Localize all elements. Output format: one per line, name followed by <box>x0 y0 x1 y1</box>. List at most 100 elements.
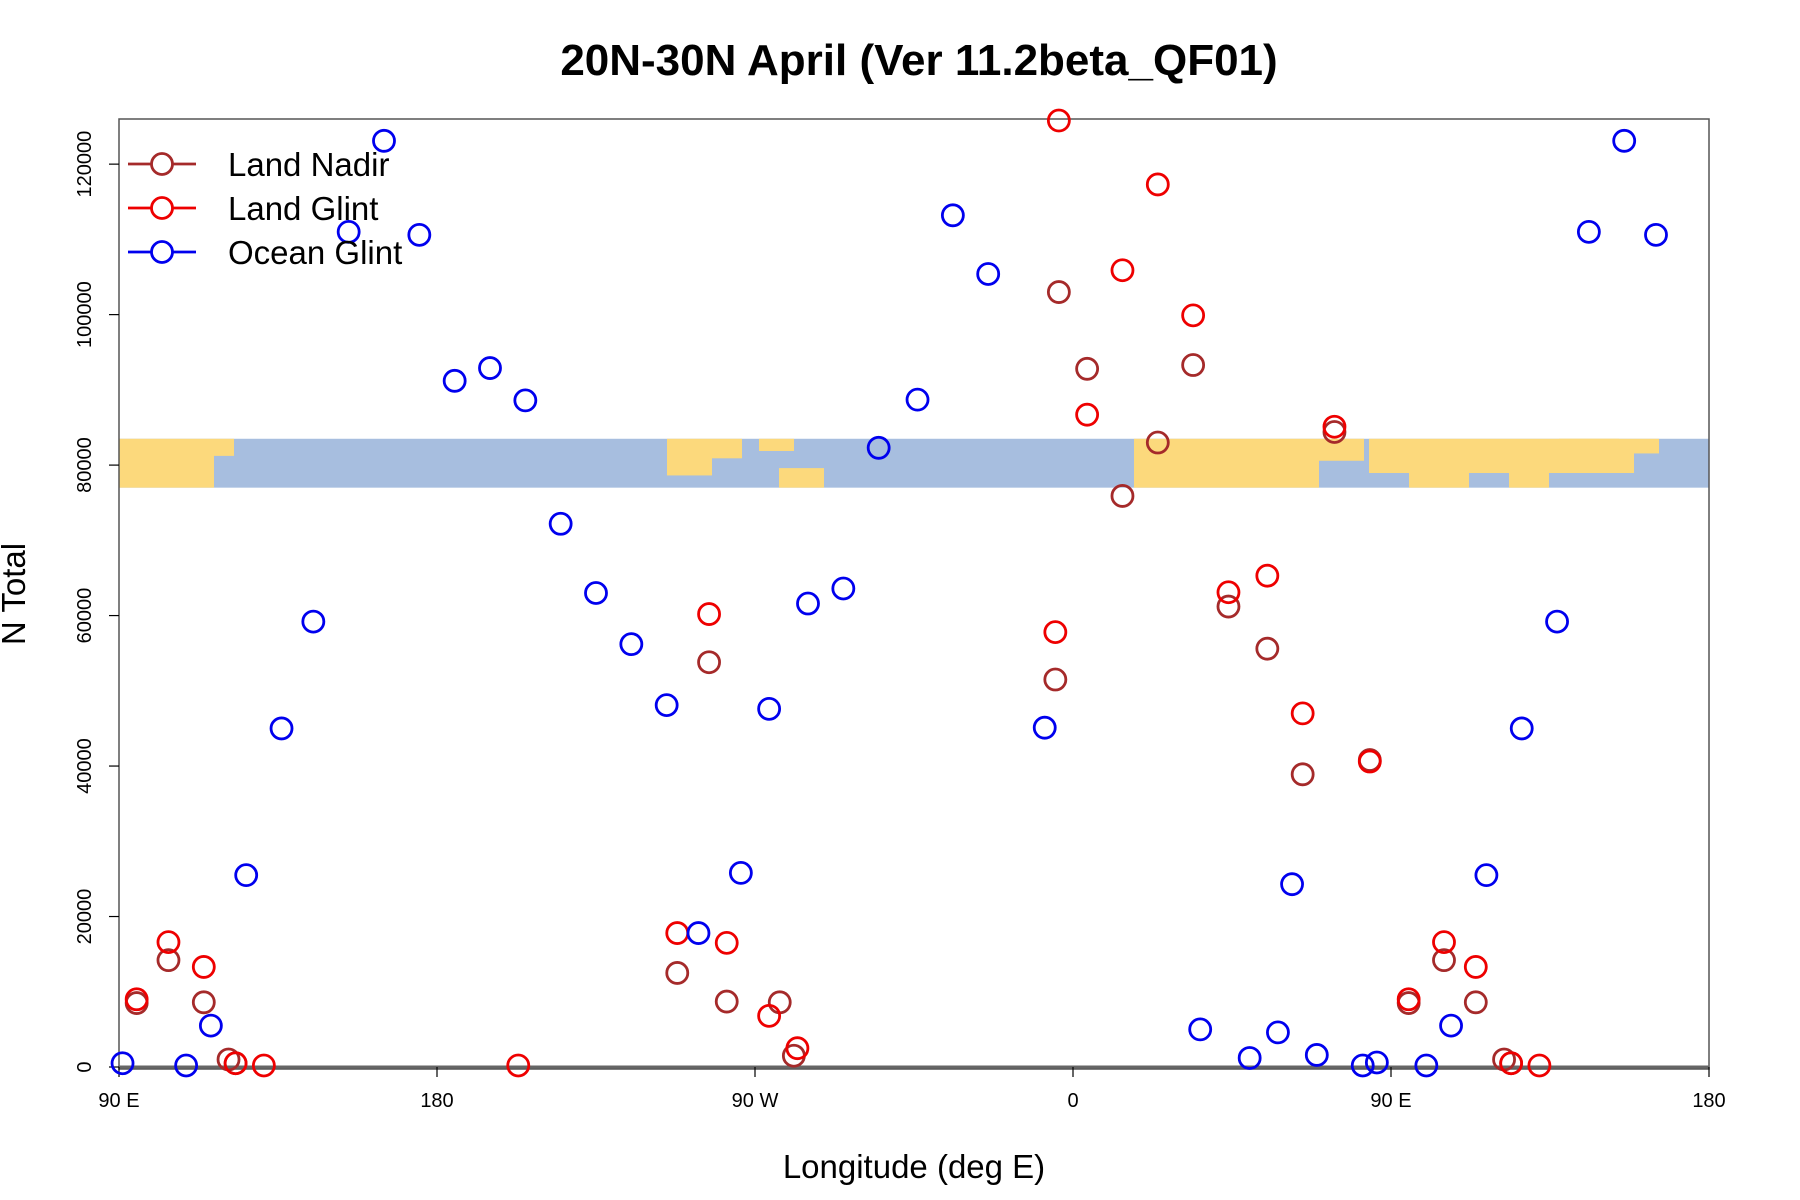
land-nadir-point <box>1110 484 1135 508</box>
land-nadir-point <box>697 650 721 675</box>
land-glint-point <box>757 1003 782 1028</box>
land-glint-point <box>1322 414 1347 439</box>
ocean-glint-point <box>198 1013 223 1038</box>
ocean-glint-point <box>1439 1013 1463 1038</box>
ocean-glint-point <box>1414 1053 1439 1078</box>
map-land <box>1634 438 1659 454</box>
map-land <box>1559 438 1619 461</box>
chart-title: 20N-30N April (Ver 11.2beta_QF01) <box>560 36 1277 85</box>
y-axis: 0 20000 40000 60000 80000 100000 120000 <box>74 131 119 1073</box>
land-glint-point <box>1357 749 1382 774</box>
y-tick-label: 100000 <box>74 281 96 348</box>
land-nadir-point <box>1046 280 1071 304</box>
ocean-glint-point <box>976 262 1001 286</box>
land-glint-point <box>1290 701 1315 726</box>
ocean-glint-point <box>796 591 820 616</box>
land-glint-point <box>1499 1051 1524 1076</box>
legend: Land Nadir Land Glint Ocean Glint <box>128 146 402 271</box>
x-tick-label: 90 E <box>1370 1090 1411 1112</box>
ocean-glint-point <box>940 203 965 228</box>
ocean-glint-point <box>1350 1053 1375 1078</box>
map-land <box>1134 438 1319 488</box>
data-points <box>110 108 1668 1078</box>
ocean-glint-point <box>1545 609 1569 634</box>
land-glint-point <box>1181 303 1206 328</box>
world-map-strip <box>119 438 1709 488</box>
map-land <box>1409 468 1469 488</box>
land-glint-point <box>1043 620 1068 645</box>
land-nadir-point <box>191 990 216 1015</box>
map-land <box>1509 470 1549 488</box>
land-nadir-point <box>714 989 739 1014</box>
x-axis: 90 E 180 90 W 0 90 E 180 <box>98 1067 1726 1112</box>
land-nadir-point <box>1043 667 1068 692</box>
ocean-glint-point <box>1644 222 1668 247</box>
ocean-glint-point <box>866 435 891 460</box>
map-land <box>779 468 824 488</box>
ocean-glint-point <box>372 128 396 153</box>
ocean-glint-point <box>301 609 326 634</box>
land-nadir-point <box>1145 430 1170 455</box>
land-nadir-point <box>1290 762 1315 787</box>
land-glint-point <box>124 987 149 1012</box>
land-glint-point <box>1145 172 1170 197</box>
ocean-glint-point <box>1576 219 1601 244</box>
land-glint-point <box>714 930 739 955</box>
y-tick-label: 0 <box>74 1061 96 1072</box>
land-nadir-point <box>767 990 792 1015</box>
ocean-glint-point <box>654 693 679 718</box>
ocean-glint-point <box>1304 1043 1329 1067</box>
ocean-glint-point <box>905 387 930 412</box>
x-axis-label: Longitude (deg E) <box>783 1148 1045 1185</box>
map-land <box>119 438 214 488</box>
y-tick-label: 20000 <box>74 889 96 945</box>
land-nadir-point <box>1075 356 1100 381</box>
land-glint-point <box>1110 258 1135 283</box>
y-tick-label: 120000 <box>74 131 96 198</box>
ocean-glint-point <box>442 368 467 393</box>
ocean-glint-point <box>619 632 644 657</box>
land-glint-point <box>1046 108 1071 133</box>
land-glint-point <box>1075 402 1100 427</box>
land-glint-point <box>191 955 216 979</box>
ocean-glint-point <box>757 696 782 721</box>
ocean-glint-point <box>174 1053 199 1078</box>
land-glint-point <box>251 1053 276 1078</box>
ocean-glint-point <box>1266 1020 1290 1045</box>
x-tick-label: 180 <box>420 1090 453 1112</box>
ocean-glint-point <box>478 356 502 380</box>
x-tick-label: 0 <box>1067 1090 1078 1112</box>
y-tick-label: 60000 <box>74 588 96 644</box>
land-glint-point <box>1216 580 1241 605</box>
land-nadir-point <box>1216 594 1241 619</box>
ocean-glint-point <box>336 219 361 244</box>
map-land <box>667 438 712 476</box>
map-land <box>1319 438 1364 461</box>
land-nadir-point <box>156 948 181 973</box>
land-glint-point <box>1463 955 1488 979</box>
ocean-glint-point <box>269 716 294 741</box>
land-glint-point <box>506 1053 531 1078</box>
map-land <box>759 438 794 451</box>
ocean-glint-point <box>1612 128 1637 153</box>
map-land <box>214 438 234 456</box>
legend-marker <box>150 152 174 176</box>
land-nadir-point <box>1432 948 1456 973</box>
ocean-glint-point <box>686 921 711 945</box>
ocean-glint-point <box>584 581 608 605</box>
land-nadir-point <box>1463 990 1488 1015</box>
ocean-glint-point <box>1237 1046 1262 1070</box>
ocean-glint-point <box>1280 872 1304 897</box>
ocean-glint-point <box>1364 1050 1389 1075</box>
ocean-glint-point <box>728 860 753 885</box>
ocean-glint-point <box>1032 715 1057 740</box>
x-tick-label: 180 <box>1692 1090 1725 1112</box>
land-glint-point <box>156 930 181 955</box>
map-land <box>712 438 742 459</box>
land-nadir-point <box>1255 636 1280 661</box>
ocean-glint-point <box>1509 716 1534 741</box>
land-glint-point <box>1396 987 1421 1012</box>
land-nadir-point <box>665 961 690 985</box>
